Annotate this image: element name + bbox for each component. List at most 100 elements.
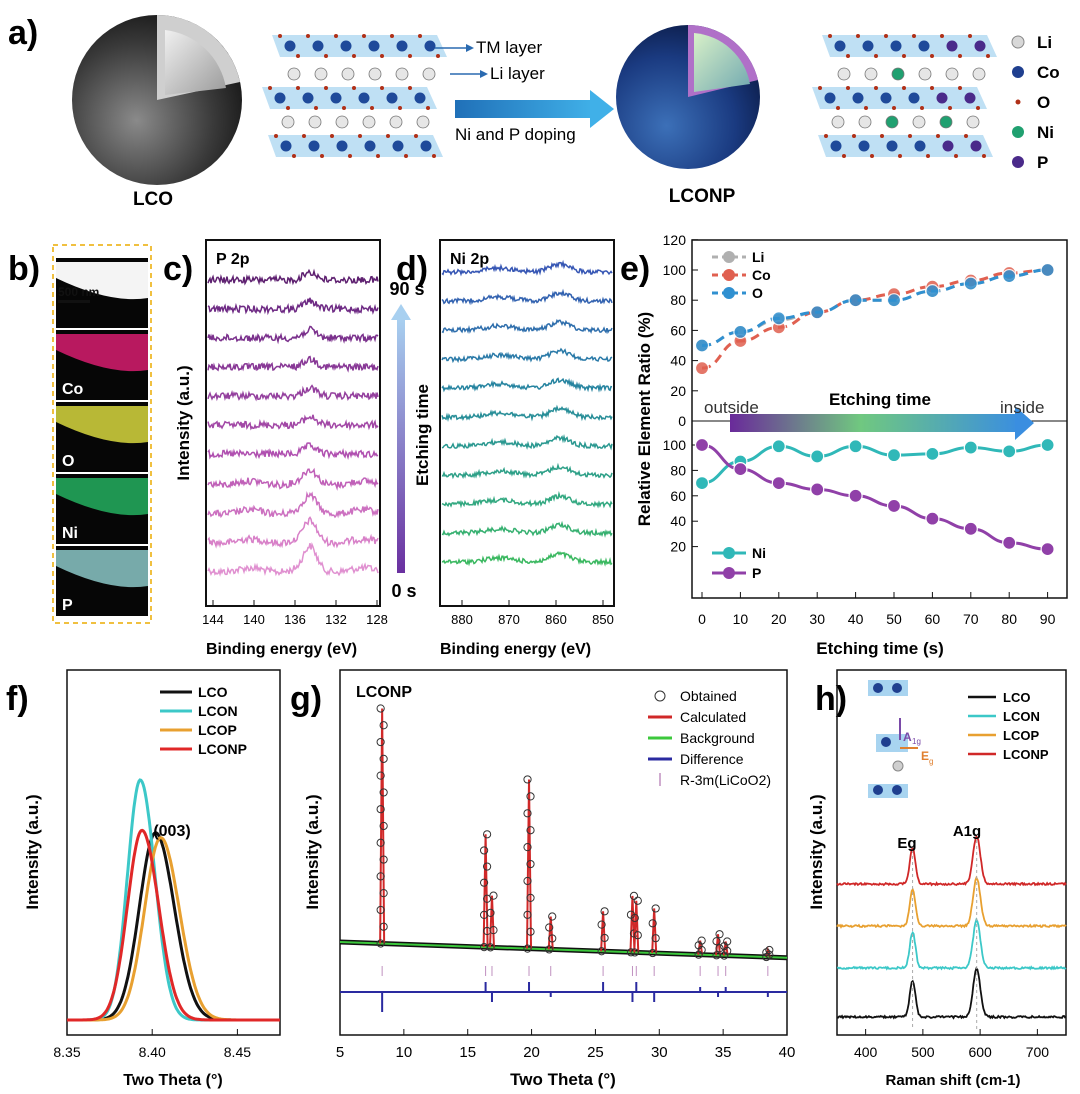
atom-o	[842, 154, 846, 158]
series-point-o	[963, 276, 978, 291]
tick-label: 25	[587, 1044, 604, 1061]
panel-e-series	[694, 262, 1055, 557]
atom-o	[852, 134, 856, 138]
series-point-p	[1002, 535, 1017, 550]
etching-band-label: Etching time	[829, 390, 931, 409]
legend-label: Ni	[752, 545, 766, 561]
obtained-point	[486, 908, 495, 917]
atom-o	[884, 34, 888, 38]
atom-li	[362, 115, 376, 129]
ytick-label: 60	[670, 488, 686, 504]
p2p-trace	[207, 491, 379, 519]
xtick-label: 30	[809, 611, 825, 627]
p2p-trace	[207, 355, 379, 373]
tick-label: 15	[459, 1044, 476, 1061]
time-top-label: 90 s	[389, 279, 424, 299]
obtained-point	[712, 937, 721, 946]
atom-tm	[886, 140, 898, 152]
obtained-point	[697, 936, 706, 945]
atom-tm	[970, 140, 982, 152]
ni2p-trace	[441, 318, 613, 335]
tick-label: 8.35	[53, 1044, 80, 1060]
p2p-trace	[207, 384, 379, 402]
tick-label: 870	[498, 612, 520, 627]
atom-o	[278, 34, 282, 38]
series-point-ni	[771, 439, 786, 454]
series-point-p	[963, 521, 978, 536]
atom-tm	[336, 140, 348, 152]
panel-d-xticks: 880 870 860 850	[451, 600, 614, 627]
obtained-point	[379, 922, 388, 931]
etching-band: outside inside Etching time	[704, 390, 1044, 440]
ytick-label: 100	[663, 437, 687, 453]
panel-d-title: Ni 2p	[450, 251, 489, 268]
ytick-label: 0	[678, 413, 686, 429]
atom-tm	[424, 40, 436, 52]
eds-map-particle	[56, 334, 148, 372]
ytick-label: 120	[663, 232, 687, 248]
atom-o	[432, 154, 436, 158]
tick-label: 35	[715, 1044, 732, 1061]
obtained-point	[479, 943, 489, 952]
panel-h-xlabel: Raman shift (cm-1)	[885, 1072, 1020, 1089]
atom-o	[376, 154, 380, 158]
obtained-point	[482, 894, 492, 903]
eds-map-label: P	[62, 597, 73, 614]
obtained-point	[379, 754, 388, 763]
panel-f-letter: f)	[6, 680, 29, 718]
legend-label: Obtained	[680, 688, 737, 704]
p2p-trace	[207, 268, 379, 286]
legend-marker	[723, 269, 735, 281]
panel-f-xlabel: Two Theta (°)	[123, 1072, 222, 1089]
atom-o	[968, 34, 972, 38]
obtained-point	[479, 878, 489, 887]
panel-d: d) Ni 2p 880 870 860 850 Binding energy (eV…	[396, 239, 615, 658]
legend-label: LCON	[198, 703, 238, 719]
legend-label: LCONP	[1003, 747, 1049, 762]
ni2p-trace	[441, 259, 613, 277]
obtained-point	[526, 859, 535, 869]
obtained-point	[633, 931, 642, 940]
obtained-point	[648, 948, 657, 958]
atom-o	[292, 154, 296, 158]
atom-tm	[830, 140, 842, 152]
atom-tm	[364, 140, 376, 152]
atom-li	[837, 67, 851, 81]
obtained-point	[723, 937, 732, 946]
atom-o	[426, 106, 430, 110]
legend-label-o: O	[1037, 93, 1050, 112]
obtained-point	[765, 945, 774, 955]
obtained-point	[379, 788, 388, 797]
legend-marker	[723, 251, 735, 263]
etching-time-arrow: 90 s 0 s Etching time	[389, 279, 432, 601]
panel-f: f) LCO LCON LCOP LCONP 8.35 8.40 8.45 (003) T…	[6, 669, 281, 1089]
svg-text:E: E	[921, 749, 929, 763]
obtained-point	[545, 923, 554, 932]
legend-label: Background	[680, 730, 755, 746]
atom-o	[324, 54, 328, 58]
panel-e: e) 0 20 40 60 80 100 120 20 40 60 80 100 0 10 20 30 40 50…	[620, 232, 1068, 658]
obtained-point	[379, 721, 388, 730]
atom-o	[370, 106, 374, 110]
panel-c-ylabel: Intensity (a.u.)	[174, 365, 193, 480]
legend-label: LCON	[1003, 709, 1040, 724]
ni2p-trace	[441, 520, 613, 538]
tick-label: 600	[968, 1044, 992, 1060]
obtained-point	[597, 920, 606, 929]
atom-o	[892, 106, 896, 110]
atom-o	[846, 86, 850, 90]
layer-arrows	[435, 44, 488, 78]
obtained-point	[376, 704, 385, 713]
calculated-peak	[722, 941, 729, 956]
lconp-label: LCONP	[669, 186, 736, 207]
obtained-point	[715, 930, 724, 939]
atom-o	[352, 54, 356, 58]
obtained-point	[376, 771, 385, 780]
xtick-label: 40	[848, 611, 864, 627]
tm-layer-slab	[272, 35, 447, 57]
obtained-point	[651, 904, 660, 913]
series-point-o	[886, 293, 902, 308]
tick-label: 860	[545, 612, 567, 627]
eds-maps: Co O Ni P 500 nm	[56, 258, 148, 616]
legend-label: P	[752, 565, 761, 581]
